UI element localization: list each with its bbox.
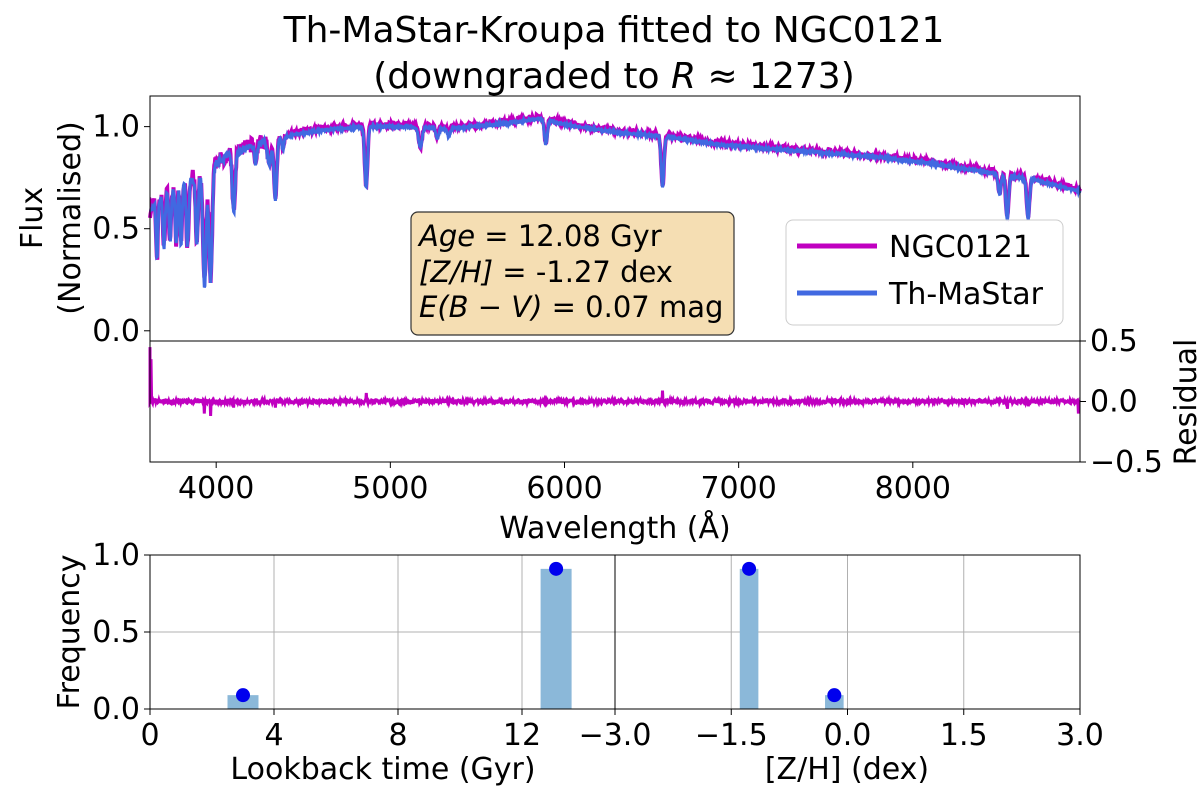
fit-info-box-background bbox=[410, 211, 735, 336]
residual-y-ticks: 0.5 0.0 −0.5 bbox=[1080, 324, 1163, 480]
metallicity-histogram-xtick-label: 0.0 bbox=[824, 718, 872, 753]
metallicity-histogram-xlabel: [Z/H] (dex) bbox=[765, 752, 929, 787]
age-histogram-xtick-label: 4 bbox=[264, 718, 283, 753]
figure-title-line1: Th-MaStar-Kroupa fitted to NGC0121 bbox=[283, 10, 945, 51]
fit-extinction-text: E(B − V) = 0.07 mag bbox=[419, 290, 723, 324]
metallicity-histogram-xtick-label: 3.0 bbox=[1056, 718, 1104, 753]
age-histogram-panel: 0 4 8 12 0.0 0.5 1.0 Frequency Lookback time (… bbox=[52, 538, 616, 787]
wavelength-xtick-label: 4000 bbox=[178, 471, 254, 506]
residual-ylabel: Residual bbox=[1169, 339, 1200, 466]
fit-metallicity-text: [Z/H] = -1.27 dex bbox=[419, 255, 673, 289]
legend-label-observed: NGC0121 bbox=[889, 230, 1032, 265]
fit-age-text: Age = 12.08 Gyr bbox=[417, 219, 662, 253]
spectrum-panel: 0.0 0.5 1.0 Flux (Normalised) Age = 12.08 … bbox=[15, 95, 1082, 349]
age-histogram-point bbox=[549, 561, 564, 576]
residual-panel: 0.5 0.0 −0.5 4000 5000 6000 7000 8000 Residual… bbox=[148, 324, 1200, 546]
spectrum-ytick-label: 0.0 bbox=[92, 314, 140, 349]
residual-ytick-label: −0.5 bbox=[1090, 445, 1163, 480]
metallicity-histogram-bars bbox=[739, 561, 844, 709]
spectrum-ytick-label: 0.5 bbox=[92, 212, 140, 247]
wavelength-xtick-label: 6000 bbox=[526, 471, 602, 506]
spectrum-ylabel-line1: Flux bbox=[15, 187, 50, 249]
age-histogram-ytick-label: 0.5 bbox=[92, 615, 140, 650]
metallicity-histogram-bar bbox=[739, 568, 759, 709]
age-histogram-xlabel: Lookback time (Gyr) bbox=[230, 752, 535, 787]
metallicity-histogram-panel: −3.0 −1.5 0.0 1.5 3.0 [Z/H] (dex) bbox=[579, 554, 1104, 787]
age-histogram-ytick-label: 1.0 bbox=[92, 538, 140, 573]
age-histogram-ytick-label: 0.0 bbox=[92, 692, 140, 727]
age-histogram-bars bbox=[227, 561, 572, 709]
residual-series-group bbox=[148, 347, 1081, 417]
wavelength-xtick-label: 7000 bbox=[700, 471, 776, 506]
age-histogram-ticks: 0 4 8 12 0.0 0.5 1.0 bbox=[92, 538, 541, 753]
spectrum-legend: NGC0121 Th-MaStar bbox=[785, 219, 1064, 326]
residual-x-ticks: 4000 5000 6000 7000 8000 bbox=[178, 462, 951, 506]
age-histogram-ylabel: Frequency bbox=[52, 555, 87, 710]
metallicity-histogram-ticks: −3.0 −1.5 0.0 1.5 3.0 bbox=[579, 709, 1104, 753]
figure-title-line2: (downgraded to R ≈ 1273) bbox=[373, 56, 855, 97]
age-histogram-xtick-label: 8 bbox=[388, 718, 407, 753]
metallicity-histogram-point bbox=[742, 561, 757, 576]
metallicity-histogram-grid bbox=[614, 555, 1081, 709]
metallicity-histogram-xtick-label: 1.5 bbox=[940, 718, 988, 753]
metallicity-histogram-point bbox=[827, 688, 842, 703]
residual-ytick-label: 0.0 bbox=[1090, 385, 1138, 420]
wavelength-xlabel: Wavelength (Å) bbox=[499, 510, 730, 546]
spectrum-y-ticks: 0.0 0.5 1.0 bbox=[92, 110, 150, 349]
spectrum-ylabel-line2: (Normalised) bbox=[53, 121, 88, 314]
spectrum-line-model bbox=[148, 114, 1082, 288]
spectrum-series-group bbox=[148, 109, 1082, 288]
residual-line bbox=[148, 347, 1081, 417]
wavelength-xtick-label: 8000 bbox=[875, 471, 951, 506]
legend-label-model: Th-MaStar bbox=[888, 277, 1044, 312]
fit-info-box: Age = 12.08 Gyr [Z/H] = -1.27 dex E(B − … bbox=[410, 211, 735, 336]
age-histogram-xtick-label: 0 bbox=[140, 718, 159, 753]
wavelength-xtick-label: 5000 bbox=[352, 471, 428, 506]
age-histogram-xtick-label: 12 bbox=[503, 718, 541, 753]
age-histogram-bar bbox=[540, 568, 572, 709]
metallicity-histogram-xtick-label: −1.5 bbox=[695, 718, 768, 753]
residual-ytick-label: 0.5 bbox=[1090, 324, 1138, 359]
metallicity-histogram-xtick-label: −3.0 bbox=[579, 718, 652, 753]
spectrum-ytick-label: 1.0 bbox=[92, 110, 140, 145]
age-histogram-point bbox=[236, 688, 250, 703]
